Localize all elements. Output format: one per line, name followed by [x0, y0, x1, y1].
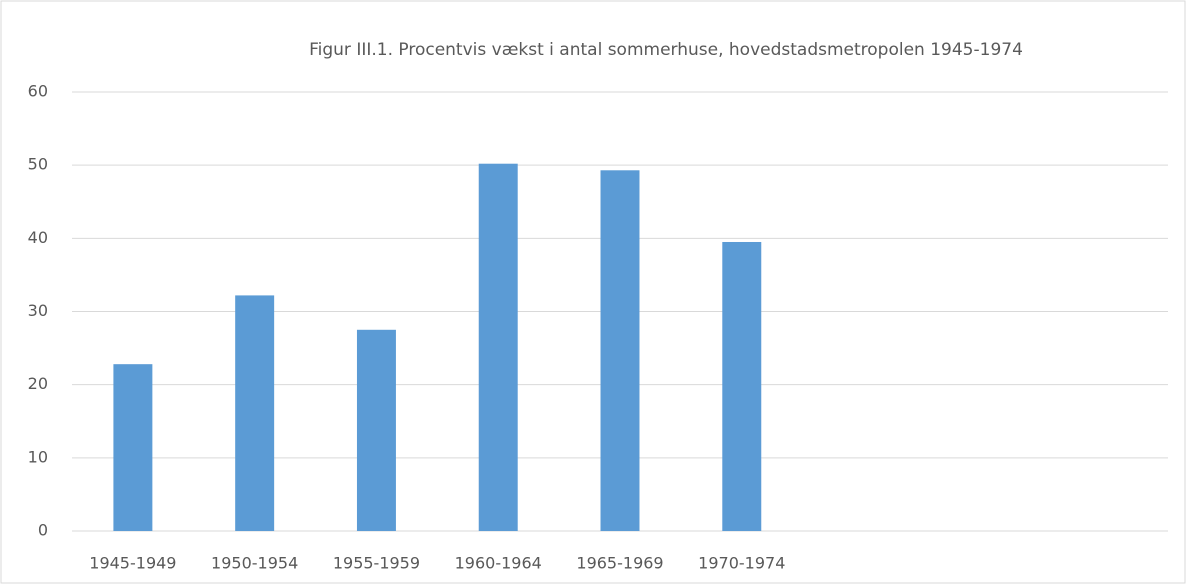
y-tick-label: 50 [28, 155, 48, 174]
x-tick-label: 1950-1954 [211, 554, 298, 573]
bar [356, 329, 396, 531]
y-tick-label: 0 [38, 521, 48, 540]
bar [235, 295, 275, 531]
y-tick-label: 40 [28, 228, 48, 247]
x-tick-label: 1955-1959 [333, 554, 420, 573]
chart-title: Figur III.1. Procentvis vækst i antal so… [309, 40, 1023, 60]
bar [722, 241, 762, 531]
bar [600, 170, 640, 531]
y-tick-label: 20 [28, 374, 48, 393]
y-tick-label: 10 [28, 447, 48, 466]
bar [113, 364, 153, 531]
x-tick-label: 1960-1964 [455, 554, 542, 573]
x-tick-label: 1945-1949 [89, 554, 176, 573]
x-tick-label: 1970-1974 [698, 554, 785, 573]
y-tick-label: 60 [28, 82, 48, 101]
x-tick-label: 1965-1969 [576, 554, 663, 573]
y-tick-label: 30 [28, 301, 48, 320]
bar [478, 163, 518, 531]
